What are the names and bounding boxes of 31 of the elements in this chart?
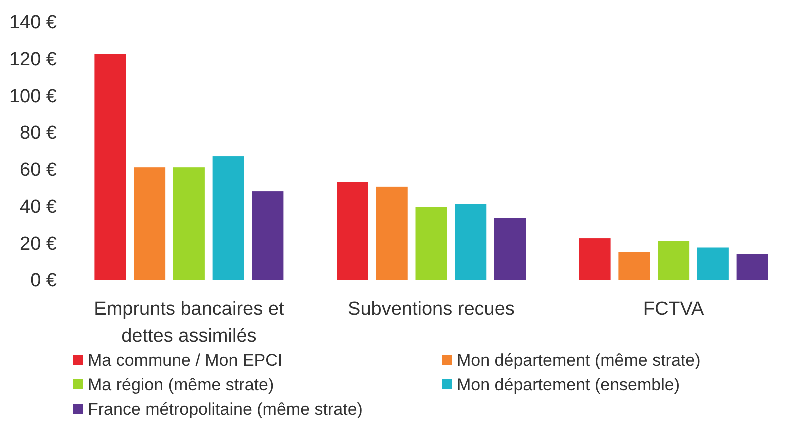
legend-label: Ma région (même strate) [88, 375, 274, 394]
bar [173, 168, 205, 280]
y-tick-label: 0 € [30, 270, 58, 292]
y-tick-label: 120 € [9, 50, 58, 71]
bar [658, 241, 690, 280]
bar [337, 182, 368, 280]
legend-label: Mon département (même strate) [457, 350, 701, 370]
bar [494, 218, 526, 280]
bar [212, 156, 244, 280]
x-tick-label: FCTVA [643, 299, 705, 320]
bar [252, 192, 284, 280]
bar [376, 186, 408, 280]
y-tick-label: 40 € [20, 196, 58, 218]
bar [416, 207, 448, 280]
bar [94, 54, 126, 280]
bar [134, 168, 166, 280]
x-tick-label: Subventions recues [348, 299, 515, 320]
y-tick-label: 140 € [9, 12, 58, 34]
legend-label: France métropolitaine (même strate) [88, 400, 363, 419]
bar [455, 204, 487, 280]
bar [618, 252, 650, 280]
bar [579, 238, 611, 280]
legend-label: Ma commune / Mon EPCI [88, 350, 283, 370]
bar [736, 254, 768, 280]
y-tick-label: 100 € [9, 86, 58, 108]
legend-label: Mon département (ensemble) [457, 375, 680, 394]
y-tick-label: 60 € [20, 160, 58, 182]
bar [697, 248, 729, 280]
x-tick-label: Emprunts bancaires et dettes assimilés [94, 299, 285, 347]
y-tick-label: 20 € [20, 234, 58, 255]
y-tick-label: 80 € [20, 123, 58, 144]
